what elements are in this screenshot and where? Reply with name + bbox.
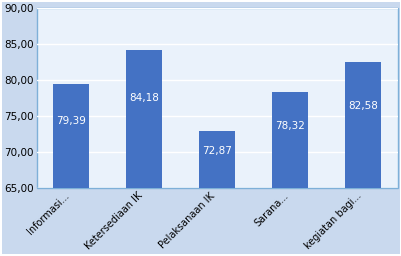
Text: 82,58: 82,58 [347,101,377,111]
Bar [53,84,89,188]
Text: 78,32: 78,32 [275,121,304,131]
Bar [344,61,381,188]
Bar [198,131,235,188]
Bar [271,92,308,188]
Text: 84,18: 84,18 [129,93,159,103]
Text: 79,39: 79,39 [56,116,86,126]
Bar [126,50,162,188]
Text: 72,87: 72,87 [202,146,231,156]
